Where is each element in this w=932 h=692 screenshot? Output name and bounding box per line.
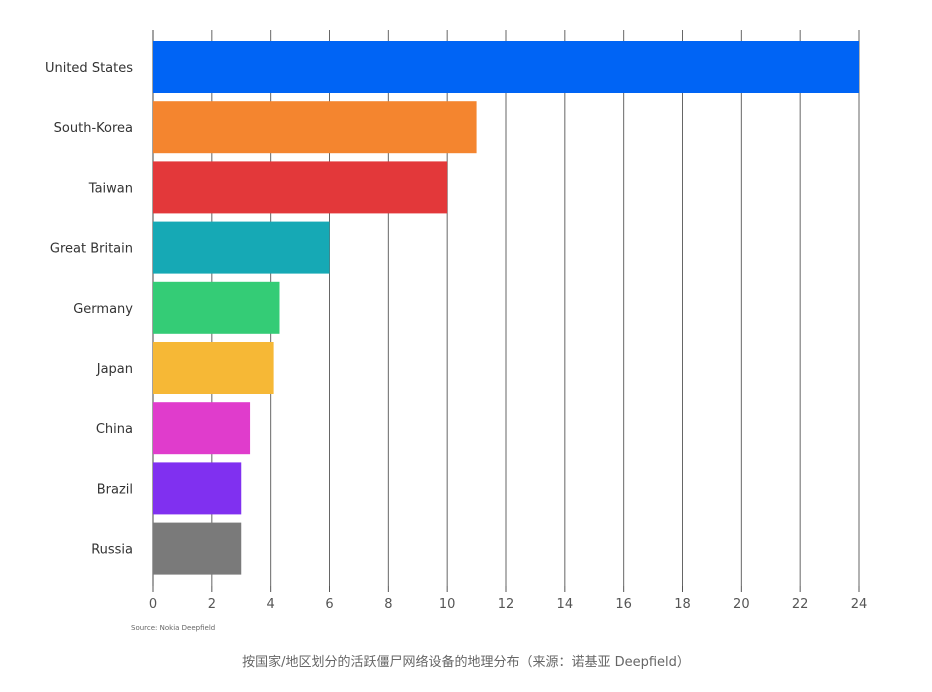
bar-united-states bbox=[153, 41, 859, 93]
category-label: Germany bbox=[73, 302, 133, 317]
x-tick-label: 0 bbox=[149, 597, 157, 612]
bar-japan bbox=[153, 342, 274, 394]
figure-caption: 按国家/地区划分的活跃僵尸网络设备的地理分布（来源：诺基亚 Deepfield） bbox=[242, 655, 690, 670]
category-label: United States bbox=[45, 61, 133, 76]
bar-brazil bbox=[153, 462, 242, 515]
x-tick-label: 12 bbox=[498, 597, 515, 612]
x-tick-label: 24 bbox=[851, 597, 868, 612]
x-tick-label: 8 bbox=[384, 597, 392, 612]
category-label: China bbox=[96, 422, 133, 437]
bar-south-korea bbox=[153, 101, 477, 154]
category-label: Russia bbox=[91, 543, 133, 558]
category-label: South-Korea bbox=[54, 121, 133, 136]
x-tick-label: 10 bbox=[439, 597, 456, 612]
category-label: Japan bbox=[96, 362, 133, 377]
source-note: Source: Nokia Deepfield bbox=[131, 624, 216, 632]
category-label: Taiwan bbox=[88, 181, 133, 196]
bar-china bbox=[153, 402, 251, 455]
x-tick-label: 4 bbox=[267, 597, 275, 612]
category-label: Great Britain bbox=[50, 242, 133, 257]
x-tick-label: 20 bbox=[733, 597, 750, 612]
x-tick-label: 18 bbox=[674, 597, 691, 612]
bar-great-britain bbox=[153, 221, 330, 274]
x-tick-label: 2 bbox=[208, 597, 216, 612]
bar-taiwan bbox=[153, 161, 448, 214]
x-tick-label: 14 bbox=[557, 597, 574, 612]
x-tick-label: 6 bbox=[325, 597, 333, 612]
bar-germany bbox=[153, 281, 280, 334]
x-tick-label: 22 bbox=[792, 597, 809, 612]
x-tick-label: 16 bbox=[615, 597, 632, 612]
bar-russia bbox=[153, 522, 242, 575]
category-label: Brazil bbox=[97, 482, 133, 497]
